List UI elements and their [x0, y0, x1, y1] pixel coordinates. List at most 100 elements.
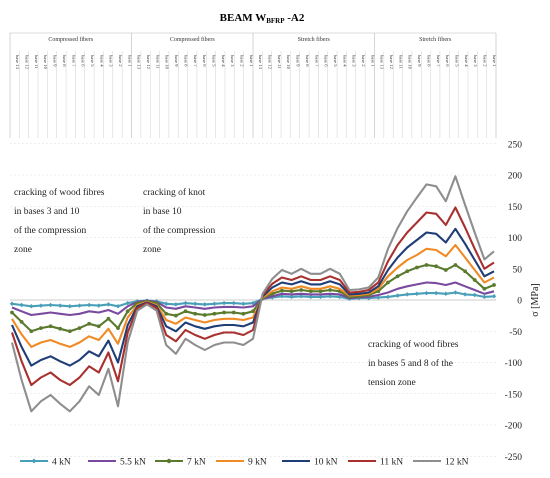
base-label: base 8: [305, 55, 310, 67]
base-label: base 1: [249, 55, 254, 67]
data-point: [434, 264, 439, 269]
data-point: [472, 278, 477, 282]
data-point: [491, 294, 497, 299]
data-point: [9, 301, 15, 306]
data-point: [38, 303, 44, 308]
data-point: [19, 319, 24, 324]
base-label: base 4: [342, 55, 347, 67]
data-point: [376, 295, 381, 300]
data-point: [222, 310, 226, 315]
y-tick-label: -200: [505, 422, 523, 432]
data-point: [463, 269, 467, 274]
data-point: [395, 274, 400, 279]
data-point: [289, 294, 294, 300]
legend-item: 12 kN: [413, 458, 469, 468]
base-label: base 2: [239, 55, 244, 67]
data-point: [173, 302, 179, 307]
annotation-line: zone: [143, 245, 161, 255]
y-tick-label: 200: [508, 172, 523, 182]
base-label: base 11: [277, 55, 282, 69]
data-point: [414, 265, 419, 270]
data-point: [183, 300, 188, 306]
base-label: base 5: [90, 55, 95, 67]
data-point: [251, 309, 255, 314]
legend-label: 7 kN: [187, 458, 206, 468]
legend-label: 11 kN: [380, 458, 403, 468]
base-label: base 1: [127, 55, 132, 67]
base-label: base 3: [473, 55, 478, 67]
y-tick-label: 150: [508, 203, 523, 213]
data-point: [164, 301, 169, 306]
data-point: [125, 309, 130, 314]
legend-item: 4 kN: [20, 458, 71, 468]
y-tick-label: -50: [509, 328, 522, 338]
data-point: [116, 326, 120, 331]
series-4-kN-line: [9, 290, 497, 309]
data-point: [424, 290, 429, 296]
base-label: base 9: [174, 55, 179, 67]
base-label: base 13: [15, 55, 20, 70]
y-tick-label: 250: [508, 140, 523, 150]
legend-marker: [166, 458, 172, 464]
y-axis: 250 200 150 100 50 0 -50 -100 -150 -200 -250: [505, 140, 523, 463]
base-label: base 11: [155, 55, 160, 69]
base-label: base 1: [370, 55, 375, 67]
base-label: base 11: [34, 55, 39, 69]
base-label: base 12: [268, 55, 273, 70]
data-point: [318, 289, 323, 294]
data-point: [29, 329, 34, 334]
data-point: [96, 324, 101, 329]
data-point: [414, 291, 420, 296]
series-12-kN-line: [10, 175, 495, 413]
series-5-5-kN-line: [11, 281, 495, 317]
data-point: [443, 268, 448, 272]
base-label: base 10: [286, 55, 291, 70]
base-label: base 13: [380, 55, 385, 70]
base-label: base 13: [137, 55, 142, 70]
data-point: [212, 301, 217, 306]
base-label: base 6: [445, 55, 450, 67]
data-point: [395, 293, 400, 298]
data-point: [96, 303, 101, 308]
base-label: base 7: [71, 55, 76, 67]
data-point: [453, 263, 458, 267]
annotation-line: in bases 3 and 10: [14, 207, 80, 217]
series-9-kN-line: [11, 243, 495, 348]
base-label: base 10: [408, 55, 413, 70]
data-point: [193, 311, 198, 316]
base-label: base 2: [482, 55, 487, 67]
base-label: base 3: [230, 55, 235, 67]
chart-title-rest: -A2: [284, 12, 304, 24]
data-point: [125, 300, 130, 306]
data-point: [48, 302, 53, 308]
annotation-line: of the compression: [14, 225, 87, 236]
annotation-line: tension zone: [368, 378, 416, 388]
data-point: [202, 313, 207, 317]
legend-label: 10 kN: [314, 458, 338, 468]
data-point: [482, 294, 487, 300]
base-label: base 9: [417, 55, 422, 67]
data-point: [299, 288, 304, 292]
data-point: [48, 324, 53, 329]
series-lines: [9, 175, 497, 413]
y-tick-label: 0: [517, 297, 522, 307]
section-label: Compressed fibers: [48, 36, 93, 43]
series-line: [11, 206, 495, 387]
base-label: base 8: [62, 55, 67, 67]
data-point: [39, 326, 43, 331]
base-label: base 9: [53, 55, 58, 67]
plot-grid: [10, 143, 496, 457]
chart-title-subscript: BFRP: [266, 17, 285, 25]
annotation: cracking of knot in base 10 of the compres…: [143, 187, 216, 255]
data-point: [231, 300, 236, 306]
base-label: base 12: [25, 55, 30, 70]
data-point: [183, 309, 188, 314]
data-point: [202, 302, 207, 307]
section-label: Stretch fibers: [419, 36, 452, 43]
data-point: [241, 301, 246, 306]
y-tick-label: -100: [505, 359, 523, 369]
annotation-line: in base 10: [143, 207, 182, 217]
base-label: base 5: [454, 55, 459, 67]
data-point: [443, 291, 448, 296]
